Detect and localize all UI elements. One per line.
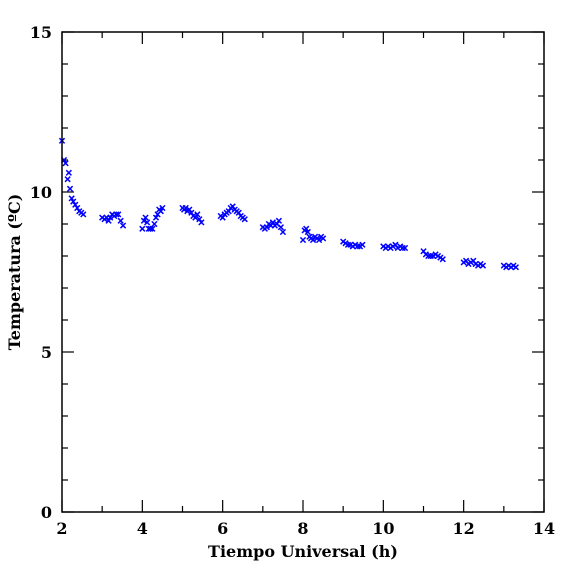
data-point: [241, 216, 248, 223]
data-point: [198, 219, 205, 226]
data-point: [186, 206, 193, 213]
data-point: [151, 220, 158, 228]
data-point: [263, 224, 270, 231]
data-point: [359, 241, 366, 248]
data-point: [66, 185, 74, 192]
data-point: [309, 236, 317, 244]
data-point: [115, 211, 122, 218]
axis-ticks: [61, 31, 545, 513]
data-point: [188, 209, 195, 216]
data-point: [149, 225, 156, 232]
data-point: [117, 217, 124, 224]
data-point: [80, 211, 87, 218]
data-point: [303, 225, 310, 232]
y-tick-label: 0: [41, 503, 52, 522]
data-point: [235, 209, 242, 216]
data-point: [319, 235, 327, 242]
data-point: [182, 204, 189, 212]
data-point: [304, 228, 311, 236]
data-point: [192, 214, 199, 221]
x-tick-label: 2: [56, 519, 67, 538]
x-tick-label: 4: [137, 519, 148, 538]
data-point: [196, 216, 203, 223]
data-point: [277, 224, 285, 231]
data-point: [113, 211, 120, 218]
data-point: [229, 203, 236, 210]
data-point: [159, 204, 166, 212]
data-point: [144, 219, 151, 226]
data-point: [512, 264, 520, 271]
data-point: [157, 208, 164, 215]
data-point: [479, 262, 487, 269]
data-point: [72, 201, 79, 208]
data-point: [147, 225, 154, 232]
y-tick-label: 5: [41, 343, 52, 362]
x-tick-label: 12: [453, 519, 475, 538]
y-axis-label: Temperatura (ºC): [5, 194, 24, 351]
data-point: [139, 225, 146, 232]
data-point: [219, 214, 226, 221]
x-tick-label: 8: [297, 519, 308, 538]
data-point: [65, 169, 72, 176]
data-point: [269, 219, 277, 226]
data-point: [105, 217, 112, 224]
data-point: [70, 198, 77, 205]
data-point: [68, 195, 75, 202]
data-point: [194, 211, 201, 218]
data-point: [299, 236, 307, 244]
data-point: [107, 214, 114, 221]
data-point: [74, 204, 81, 212]
data-point: [439, 256, 446, 263]
data-point: [225, 208, 232, 215]
x-tick-label: 14: [533, 519, 555, 538]
y-tick-label: 15: [30, 23, 52, 42]
data-point: [152, 214, 160, 221]
data-point: [64, 176, 71, 183]
data-markers: [58, 137, 520, 271]
x-tick-label: 10: [372, 519, 394, 538]
data-point: [142, 214, 149, 221]
x-tick-label: 6: [217, 519, 228, 538]
data-point: [119, 222, 127, 229]
data-point: [279, 228, 287, 236]
data-point: [140, 217, 148, 224]
y-tick-label: 10: [30, 183, 52, 202]
data-point: [62, 160, 69, 167]
data-point: [401, 244, 409, 252]
tick-labels: 2 4 6 8 10 12 14 0 5 10 15: [30, 23, 555, 538]
data-point: [275, 217, 283, 224]
x-axis-label: Tiempo Universal (h): [208, 542, 398, 561]
plot-frame: [61, 31, 545, 513]
data-point: [315, 236, 323, 244]
